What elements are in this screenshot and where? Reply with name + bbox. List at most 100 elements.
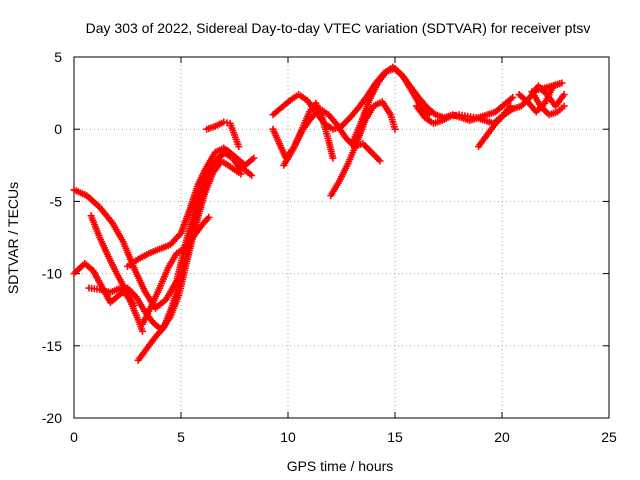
data-point-fill [158, 242, 172, 252]
x-tick-label: 5 [177, 429, 185, 445]
data-point-fill [347, 105, 361, 120]
data-point-fill [556, 104, 566, 114]
data-point [560, 102, 568, 110]
data-point-fill [307, 101, 318, 114]
data-point-fill [204, 150, 218, 169]
data-point-fill [493, 102, 506, 114]
data-point-fill [175, 245, 187, 256]
data-point-fill [125, 286, 138, 299]
data-point-fill [182, 211, 197, 246]
data-point-fill [195, 179, 210, 212]
data-point-fill [318, 106, 331, 117]
data-point-fill [467, 113, 477, 121]
y-axis-label: SDTVAR / TECUs [5, 182, 21, 294]
data-point [329, 154, 337, 162]
data-point-fill [401, 75, 415, 94]
data-point-fill [369, 150, 382, 163]
data-point-fill [379, 100, 393, 117]
data-point-fill [228, 164, 243, 177]
data-point-fill [271, 105, 284, 117]
data-point-fill [553, 92, 567, 108]
data-point-fill [358, 98, 373, 125]
data-point [509, 93, 517, 101]
data-point-fill [85, 193, 102, 210]
chart-title: Day 303 of 2022, Sidereal Day-to-day VTE… [86, 20, 591, 36]
x-axis-label: GPS time / hours [287, 458, 394, 474]
data-point-fill [230, 153, 243, 169]
data-point-fill [313, 101, 325, 120]
series-arc4 [85, 284, 146, 335]
data-point-fill [418, 104, 432, 117]
y-tick-label: 0 [54, 121, 62, 137]
data-point-fill [133, 295, 147, 313]
data-point-fill [502, 95, 515, 107]
data-point-fill [105, 254, 120, 275]
data-point-fill [127, 298, 141, 322]
series-arc11 [280, 99, 337, 169]
series-arc6 [138, 213, 213, 328]
data-point [205, 213, 213, 221]
data-point-fill [213, 119, 226, 129]
data-point-fill [297, 92, 309, 103]
data-point-fill [483, 117, 495, 127]
data-point-fill [547, 109, 559, 118]
data-point-fill [186, 182, 201, 212]
data-point-fill [511, 103, 523, 112]
y-tick-label: -10 [42, 266, 62, 282]
data-point-fill [375, 69, 389, 85]
data-point-fill [148, 286, 163, 309]
data-point-fill [288, 92, 301, 103]
data-point-fill [423, 115, 435, 126]
data-point-fill [204, 160, 218, 183]
series-arc5 [134, 148, 245, 364]
data-point-fill [334, 123, 349, 140]
data-point-fill [88, 214, 103, 239]
x-tick-label: 20 [494, 429, 510, 445]
data-point-fill [345, 142, 360, 166]
data-point-fill [325, 139, 336, 160]
data-point-fill [97, 205, 115, 225]
data-point-fill [484, 121, 498, 137]
data-point-fill [502, 106, 515, 117]
data-point-fill [414, 104, 428, 120]
data-point-fill [356, 94, 370, 110]
data-point-fill [434, 111, 446, 121]
data-point-fill [270, 127, 283, 146]
data-point-fill [126, 257, 140, 269]
data-point-fill [336, 162, 351, 183]
plot-frame [73, 56, 610, 419]
data-point-fill [231, 133, 242, 148]
series-arc16 [515, 79, 568, 119]
data-point-fill [168, 231, 183, 247]
series-arc15 [474, 82, 568, 151]
data-point-fill [517, 92, 530, 104]
data-point-fill [136, 251, 151, 262]
data-point-fill [161, 304, 176, 329]
data-point [391, 125, 399, 133]
data-point [235, 143, 243, 151]
data-point-fill [432, 117, 444, 127]
series-arc12 [327, 98, 399, 200]
data-point-fill [110, 221, 126, 244]
data-point-fill [213, 145, 226, 155]
data-point-fill [281, 149, 295, 167]
data-point-fill [298, 110, 312, 134]
data-point-fill [227, 122, 238, 137]
data-point-fill [372, 99, 384, 109]
data-point-fill [140, 305, 154, 326]
y-tick-label: 5 [54, 49, 62, 65]
data-point-fill [88, 284, 101, 293]
data-point-fill [458, 111, 469, 120]
data-marks [70, 63, 568, 364]
data-point-fill [205, 123, 217, 132]
data-point-fill [289, 130, 304, 153]
data-point-fill [239, 164, 254, 178]
data-point-fill [144, 335, 158, 351]
data-point-fill [157, 266, 171, 290]
data-point-fill [147, 246, 161, 257]
data-point-fill [195, 165, 210, 186]
data-point [376, 157, 384, 165]
data-point-fill [178, 208, 193, 235]
data-point-fill [82, 261, 96, 273]
data-point-fill [183, 234, 196, 250]
